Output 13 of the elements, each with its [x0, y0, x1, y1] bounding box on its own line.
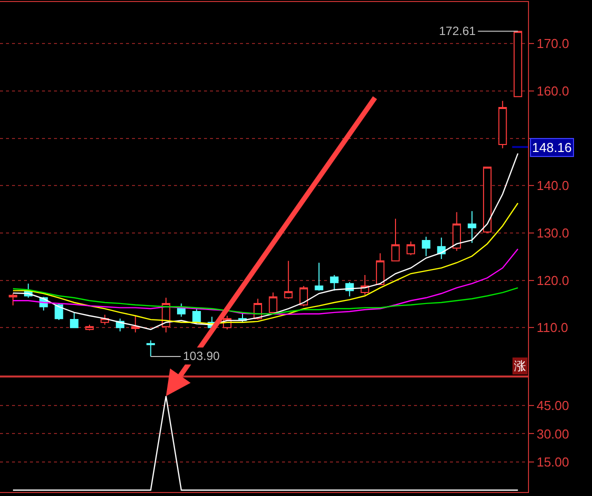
y-tick-label: 140.0 — [536, 178, 570, 194]
y-tick-label: 160.0 — [536, 84, 570, 99]
y-tick-label: 170.0 — [536, 36, 570, 52]
y-tick-label: 130.0 — [536, 225, 570, 240]
annotation: 涨 — [514, 359, 526, 373]
y-tick-label: 45.00 — [536, 398, 570, 414]
annotation: 103.90 — [183, 349, 220, 363]
annotation: 172.61 — [439, 24, 476, 38]
y-tick-label: 30.00 — [536, 426, 570, 442]
y-tick-label: 15.00 — [536, 454, 570, 470]
ref-line-label: 148.16 — [532, 140, 572, 155]
y-tick-label: 120.0 — [536, 272, 570, 288]
y-tick-label: 110.0 — [536, 320, 568, 336]
